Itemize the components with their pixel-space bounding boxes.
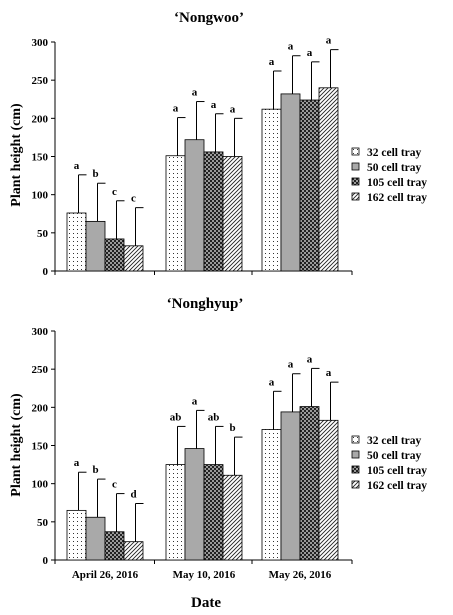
x-category-label: May 26, 2016 xyxy=(269,569,332,581)
nongwoo-title: ‘Nongwoo’ xyxy=(174,10,244,26)
y-tick-label: 200 xyxy=(32,113,49,125)
significance-letter: a xyxy=(74,160,80,172)
bar xyxy=(184,448,205,561)
significance-letter: a xyxy=(269,376,275,388)
significance-letter: ab xyxy=(208,411,220,423)
legend-swatch xyxy=(351,435,360,444)
x-category-label: May 10, 2016 xyxy=(173,569,236,581)
y-tick-label: 300 xyxy=(32,326,49,338)
y-tick-label: 200 xyxy=(32,402,49,414)
significance-letter: ab xyxy=(170,411,182,423)
significance-letter: a xyxy=(74,457,80,469)
significance-letter: b xyxy=(92,168,98,180)
legend-swatch xyxy=(351,480,360,489)
legend-label: 50 cell tray xyxy=(367,450,422,462)
bar xyxy=(85,516,106,561)
bar xyxy=(222,474,243,561)
legend-label: 105 cell tray xyxy=(367,177,427,189)
bar xyxy=(280,93,301,272)
legend-swatch xyxy=(351,162,360,171)
nongwoo-panel: ‘Nongwoo’ Plant height (cm) 0 50 100 150 200… xyxy=(9,10,427,278)
bar xyxy=(261,429,282,561)
legend-swatch xyxy=(351,192,360,201)
x-axis-label-date: Date xyxy=(191,595,221,611)
bar xyxy=(222,156,243,272)
bar xyxy=(123,541,144,561)
legend-swatch xyxy=(351,465,360,474)
legend-label: 162 cell tray xyxy=(367,480,427,492)
y-tick-label: 100 xyxy=(32,479,49,491)
significance-letter: c xyxy=(112,479,117,491)
bar xyxy=(318,87,339,272)
legend-label: 105 cell tray xyxy=(367,465,427,477)
significance-letter: a xyxy=(288,41,294,53)
y-tick-label: 150 xyxy=(32,152,49,164)
significance-letter: b xyxy=(92,464,98,476)
significance-letter: a xyxy=(326,367,332,379)
bar xyxy=(104,238,125,272)
nongwoo-y-axis-label: Plant height (cm) xyxy=(9,103,24,207)
legend-label: 50 cell tray xyxy=(367,162,422,174)
bar xyxy=(299,99,320,272)
significance-letter: a xyxy=(230,103,236,115)
significance-letter: c xyxy=(112,186,117,198)
significance-letter: c xyxy=(131,193,136,205)
bar xyxy=(66,509,87,561)
bar xyxy=(85,220,106,272)
legend-swatch xyxy=(351,177,360,186)
legend-label: 32 cell tray xyxy=(367,147,422,159)
y-tick-label: 250 xyxy=(32,75,49,87)
bar xyxy=(123,245,144,272)
significance-letter: a xyxy=(307,47,313,59)
bar xyxy=(165,155,186,272)
y-tick-label: 50 xyxy=(37,517,49,529)
bar xyxy=(184,139,205,272)
significance-letter: b xyxy=(229,422,235,434)
legend-swatch xyxy=(351,450,360,459)
nonghyup-title: ‘Nonghyup’ xyxy=(167,296,244,312)
y-tick-label: 0 xyxy=(43,555,49,567)
y-tick-label: 150 xyxy=(32,441,49,453)
bar xyxy=(203,151,224,272)
significance-letter: a xyxy=(288,359,294,371)
bar xyxy=(299,406,320,561)
y-tick-label: 0 xyxy=(43,266,49,278)
legend-label: 162 cell tray xyxy=(367,192,427,204)
bar xyxy=(104,531,125,561)
bar xyxy=(165,464,186,561)
x-category-label: April 26, 2016 xyxy=(72,569,139,581)
legend-swatch xyxy=(351,147,360,156)
bar xyxy=(203,464,224,561)
significance-letter: d xyxy=(130,489,136,501)
nonghyup-panel: ‘Nonghyup’ Plant height (cm) 0 50 100 150 20… xyxy=(9,296,427,611)
nonghyup-y-axis-label: Plant height (cm) xyxy=(9,393,24,497)
significance-letter: a xyxy=(173,103,179,115)
significance-letter: a xyxy=(211,99,217,111)
significance-letter: a xyxy=(307,353,313,365)
significance-letter: a xyxy=(192,395,198,407)
significance-letter: a xyxy=(269,56,275,68)
y-tick-label: 250 xyxy=(32,364,49,376)
bar xyxy=(261,108,282,272)
significance-letter: a xyxy=(192,87,198,99)
y-tick-label: 100 xyxy=(32,190,49,202)
bar xyxy=(318,419,339,561)
bar xyxy=(66,212,87,272)
legend-label: 32 cell tray xyxy=(367,435,422,447)
significance-letter: a xyxy=(326,35,332,47)
y-tick-label: 300 xyxy=(32,37,49,49)
y-tick-label: 50 xyxy=(37,228,49,240)
bar xyxy=(280,411,301,561)
